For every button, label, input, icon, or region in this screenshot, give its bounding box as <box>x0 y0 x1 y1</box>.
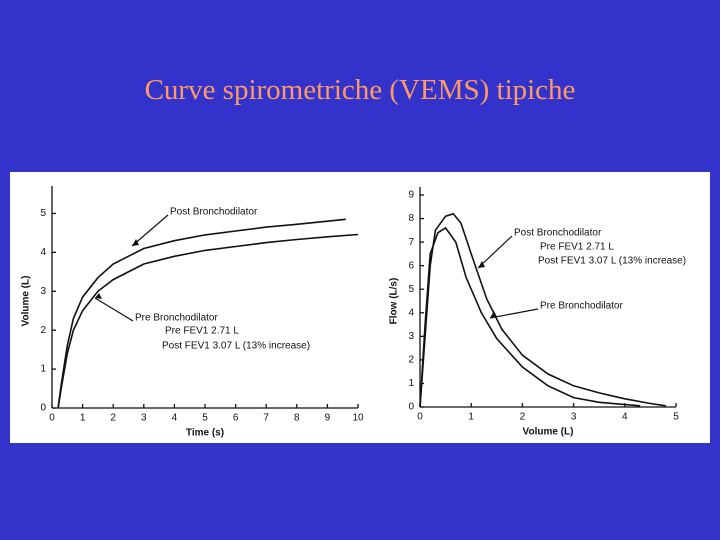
y-axis-title: Flow (L/s) <box>389 278 400 325</box>
series-line <box>57 233 359 409</box>
y-tick-label: 9 <box>408 190 414 201</box>
x-axis-title: Volume (L) <box>523 427 574 438</box>
arrow-head <box>95 293 102 299</box>
annotation: Pre FEV1 2.71 L <box>165 326 239 337</box>
y-axis-title: Volume (L) <box>21 276 32 327</box>
x-tick-label: 2 <box>110 413 116 424</box>
x-tick-label: 8 <box>294 413 300 424</box>
x-tick-label: 9 <box>325 413 331 424</box>
x-tick-label: 5 <box>673 412 679 423</box>
y-tick-label: 1 <box>408 378 414 389</box>
x-tick-label: 2 <box>520 412 526 423</box>
y-tick-label: 7 <box>408 237 414 248</box>
series-label: Pre Bronchodilator <box>135 313 218 324</box>
y-tick-label: 3 <box>40 286 46 297</box>
arrow-head <box>132 239 139 246</box>
y-tick-label: 2 <box>408 355 414 366</box>
y-tick-label: 5 <box>408 284 414 295</box>
y-tick-label: 3 <box>408 331 414 342</box>
y-tick-label: 4 <box>40 247 46 258</box>
y-tick-label: 8 <box>408 213 414 224</box>
slide-title: Curve spirometriche (VEMS) tipiche <box>144 74 576 106</box>
y-tick-label: 1 <box>40 364 46 375</box>
x-tick-label: 1 <box>468 412 474 423</box>
y-tick-label: 2 <box>40 325 46 336</box>
x-tick-label: 5 <box>202 413 208 424</box>
y-tick-label: 5 <box>40 208 46 219</box>
series-line <box>57 218 346 409</box>
y-tick-label: 4 <box>408 307 414 318</box>
x-tick-label: 1 <box>80 413 86 424</box>
x-axis-title: Time (s) <box>186 428 224 439</box>
series-label: Pre Bronchodilator <box>540 301 623 312</box>
series-label: Post Bronchodilator <box>170 207 258 218</box>
y-tick-label: 0 <box>408 402 414 413</box>
y-tick-label: 6 <box>408 260 414 271</box>
annotation: Post FEV1 3.07 L (13% increase) <box>538 256 686 267</box>
x-tick-label: 10 <box>352 413 364 424</box>
annotation-arrow <box>477 235 513 269</box>
annotation-arrow <box>489 308 539 319</box>
x-tick-label: 0 <box>417 412 423 423</box>
x-tick-label: 4 <box>622 412 628 423</box>
y-tick-label: 0 <box>40 403 46 414</box>
series-line <box>419 226 641 408</box>
x-tick-label: 3 <box>571 412 577 423</box>
arrow-head <box>490 311 497 318</box>
x-tick-label: 0 <box>49 413 55 424</box>
x-tick-label: 4 <box>172 413 178 424</box>
x-tick-label: 3 <box>141 413 147 424</box>
x-tick-label: 6 <box>233 413 239 424</box>
x-tick-label: 7 <box>263 413 269 424</box>
figure-panel <box>10 172 710 443</box>
annotation-arrow <box>94 297 134 322</box>
annotation-arrow <box>131 214 169 247</box>
annotation: Pre FEV1 2.71 L <box>540 242 614 253</box>
arrow-head <box>478 261 485 268</box>
annotation: Post FEV1 3.07 L (13% increase) <box>162 341 310 352</box>
series-label: Post Bronchodilator <box>514 228 602 239</box>
